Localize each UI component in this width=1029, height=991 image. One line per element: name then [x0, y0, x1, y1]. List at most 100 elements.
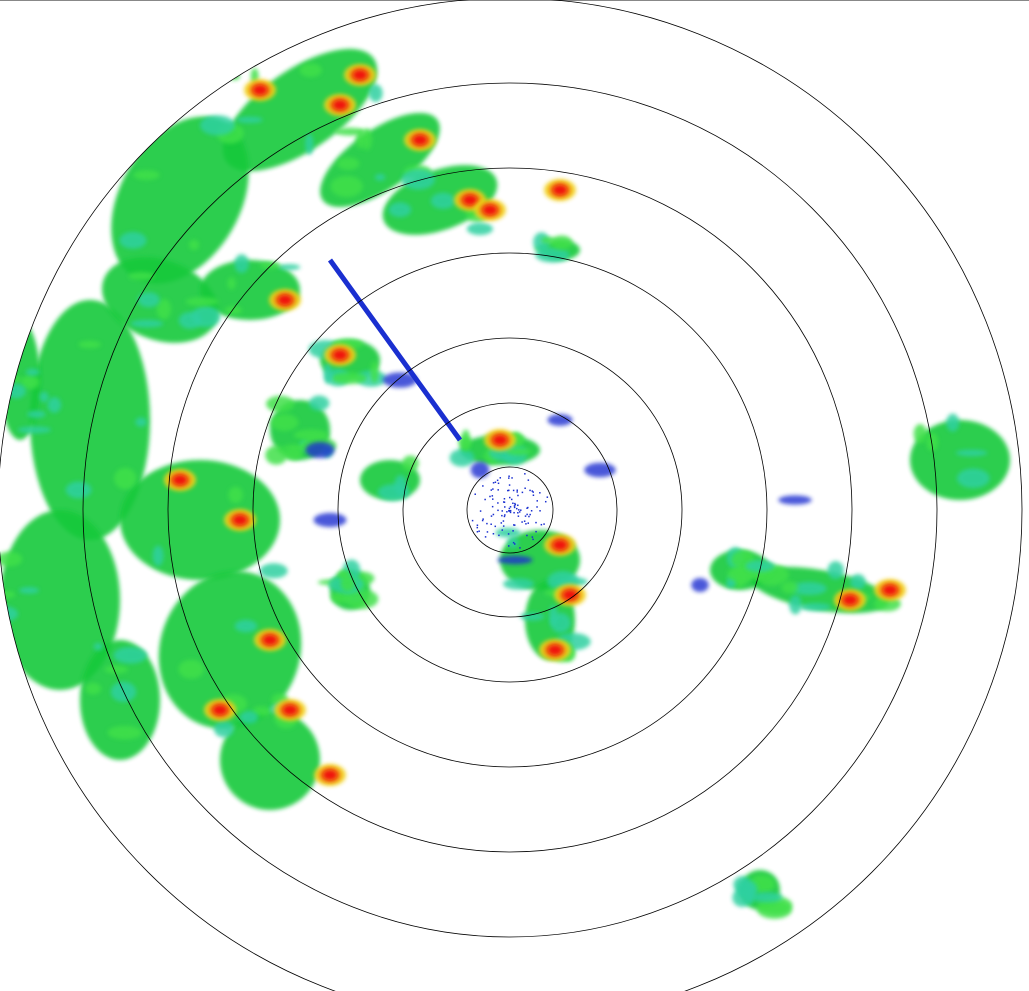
- echo-cell: [104, 665, 129, 674]
- echo-cell: [563, 590, 577, 600]
- clutter-point: [482, 485, 484, 487]
- clutter-point: [532, 494, 535, 497]
- echo-cell: [178, 659, 205, 679]
- echo-cell: [340, 575, 355, 592]
- echo-cell: [227, 277, 236, 290]
- echo-cell: [334, 127, 366, 136]
- clutter-point: [509, 509, 512, 512]
- clutter-point: [527, 522, 530, 524]
- clutter-point: [491, 495, 494, 497]
- clutter-point: [530, 510, 533, 512]
- echo-cell: [270, 413, 299, 432]
- echo-cell: [25, 368, 40, 376]
- clutter-point: [535, 530, 537, 533]
- echo-cell: [213, 720, 234, 738]
- echo-cell: [778, 495, 812, 505]
- echo-cell: [39, 391, 49, 403]
- echo-cell: [926, 432, 939, 451]
- clutter-point: [508, 489, 510, 492]
- echo-cell: [519, 612, 545, 621]
- echo-cell: [156, 298, 172, 320]
- echo-cell: [309, 395, 330, 411]
- clutter-point: [496, 479, 499, 482]
- clutter-point: [490, 515, 493, 517]
- clutter-point: [521, 521, 523, 523]
- clutter-point: [518, 509, 520, 511]
- echo-cell: [278, 264, 301, 271]
- echo-cell: [305, 441, 335, 459]
- clutter-point: [497, 489, 499, 491]
- clutter-point: [512, 502, 514, 505]
- echo-cell: [388, 202, 412, 218]
- echo-cell: [377, 483, 410, 501]
- echo-cell: [745, 560, 775, 572]
- clutter-point: [512, 530, 514, 532]
- clutter-point: [476, 531, 479, 533]
- echo-cell: [553, 540, 567, 550]
- echo-cell: [135, 417, 147, 427]
- clutter-point: [508, 477, 510, 479]
- clutter-point: [513, 511, 515, 514]
- echo-cell: [20, 375, 40, 390]
- echo-cell: [466, 222, 493, 236]
- echo-cell: [547, 414, 573, 426]
- clutter-point: [520, 509, 522, 511]
- echo-cell: [353, 70, 367, 80]
- clutter-point: [481, 519, 484, 522]
- echo-cell: [553, 185, 567, 195]
- range-ring: [252, 252, 768, 768]
- clutter-point: [484, 536, 487, 538]
- echo-cell: [27, 410, 46, 418]
- echo-cell: [224, 306, 243, 315]
- clutter-point: [508, 475, 510, 477]
- clutter-point: [484, 498, 486, 501]
- clutter-point: [508, 507, 511, 510]
- clutter-point: [503, 515, 506, 518]
- clutter-point: [546, 496, 549, 498]
- echo-cell: [313, 512, 347, 528]
- echo-cell: [470, 461, 490, 479]
- clutter-point: [504, 514, 506, 516]
- clutter-point: [509, 506, 512, 508]
- echo-cell: [239, 710, 259, 724]
- clutter-point: [513, 506, 516, 509]
- echo-cell: [374, 173, 386, 181]
- clutter-point: [540, 523, 543, 526]
- echo-cell: [757, 900, 792, 919]
- echo-cell: [266, 395, 295, 413]
- echo-cell: [413, 135, 427, 145]
- echo-cell: [401, 169, 436, 190]
- clutter-point: [516, 491, 518, 493]
- echo-cell: [260, 261, 280, 269]
- clutter-point: [527, 506, 529, 509]
- clutter-point: [517, 515, 520, 517]
- clutter-point: [524, 515, 527, 517]
- echo-cell: [382, 372, 418, 388]
- clutter-point: [528, 515, 530, 518]
- clutter-point: [476, 524, 479, 526]
- clutter-point: [529, 513, 531, 516]
- clutter-point: [516, 507, 518, 510]
- echo-cell: [265, 445, 288, 465]
- echo-cell: [6, 383, 26, 399]
- clutter-point: [535, 521, 537, 524]
- echo-cell: [85, 682, 102, 695]
- clutter-point: [532, 491, 534, 493]
- echo-cell: [506, 448, 532, 456]
- clutter-point: [486, 522, 488, 525]
- echo-cell: [305, 133, 314, 155]
- echo-cell: [850, 573, 866, 590]
- clutter-point: [478, 530, 480, 532]
- clutter-point: [514, 503, 517, 506]
- echo-cell: [750, 892, 783, 903]
- echo-cell: [173, 475, 187, 485]
- echo-cell: [337, 157, 360, 171]
- echo-cell: [956, 468, 990, 489]
- clutter-point: [517, 494, 519, 497]
- top-border: [0, 0, 1029, 1]
- clutter-point: [489, 495, 491, 498]
- clutter-point: [500, 522, 503, 524]
- echo-cell: [130, 319, 164, 328]
- clutter-point: [492, 513, 495, 516]
